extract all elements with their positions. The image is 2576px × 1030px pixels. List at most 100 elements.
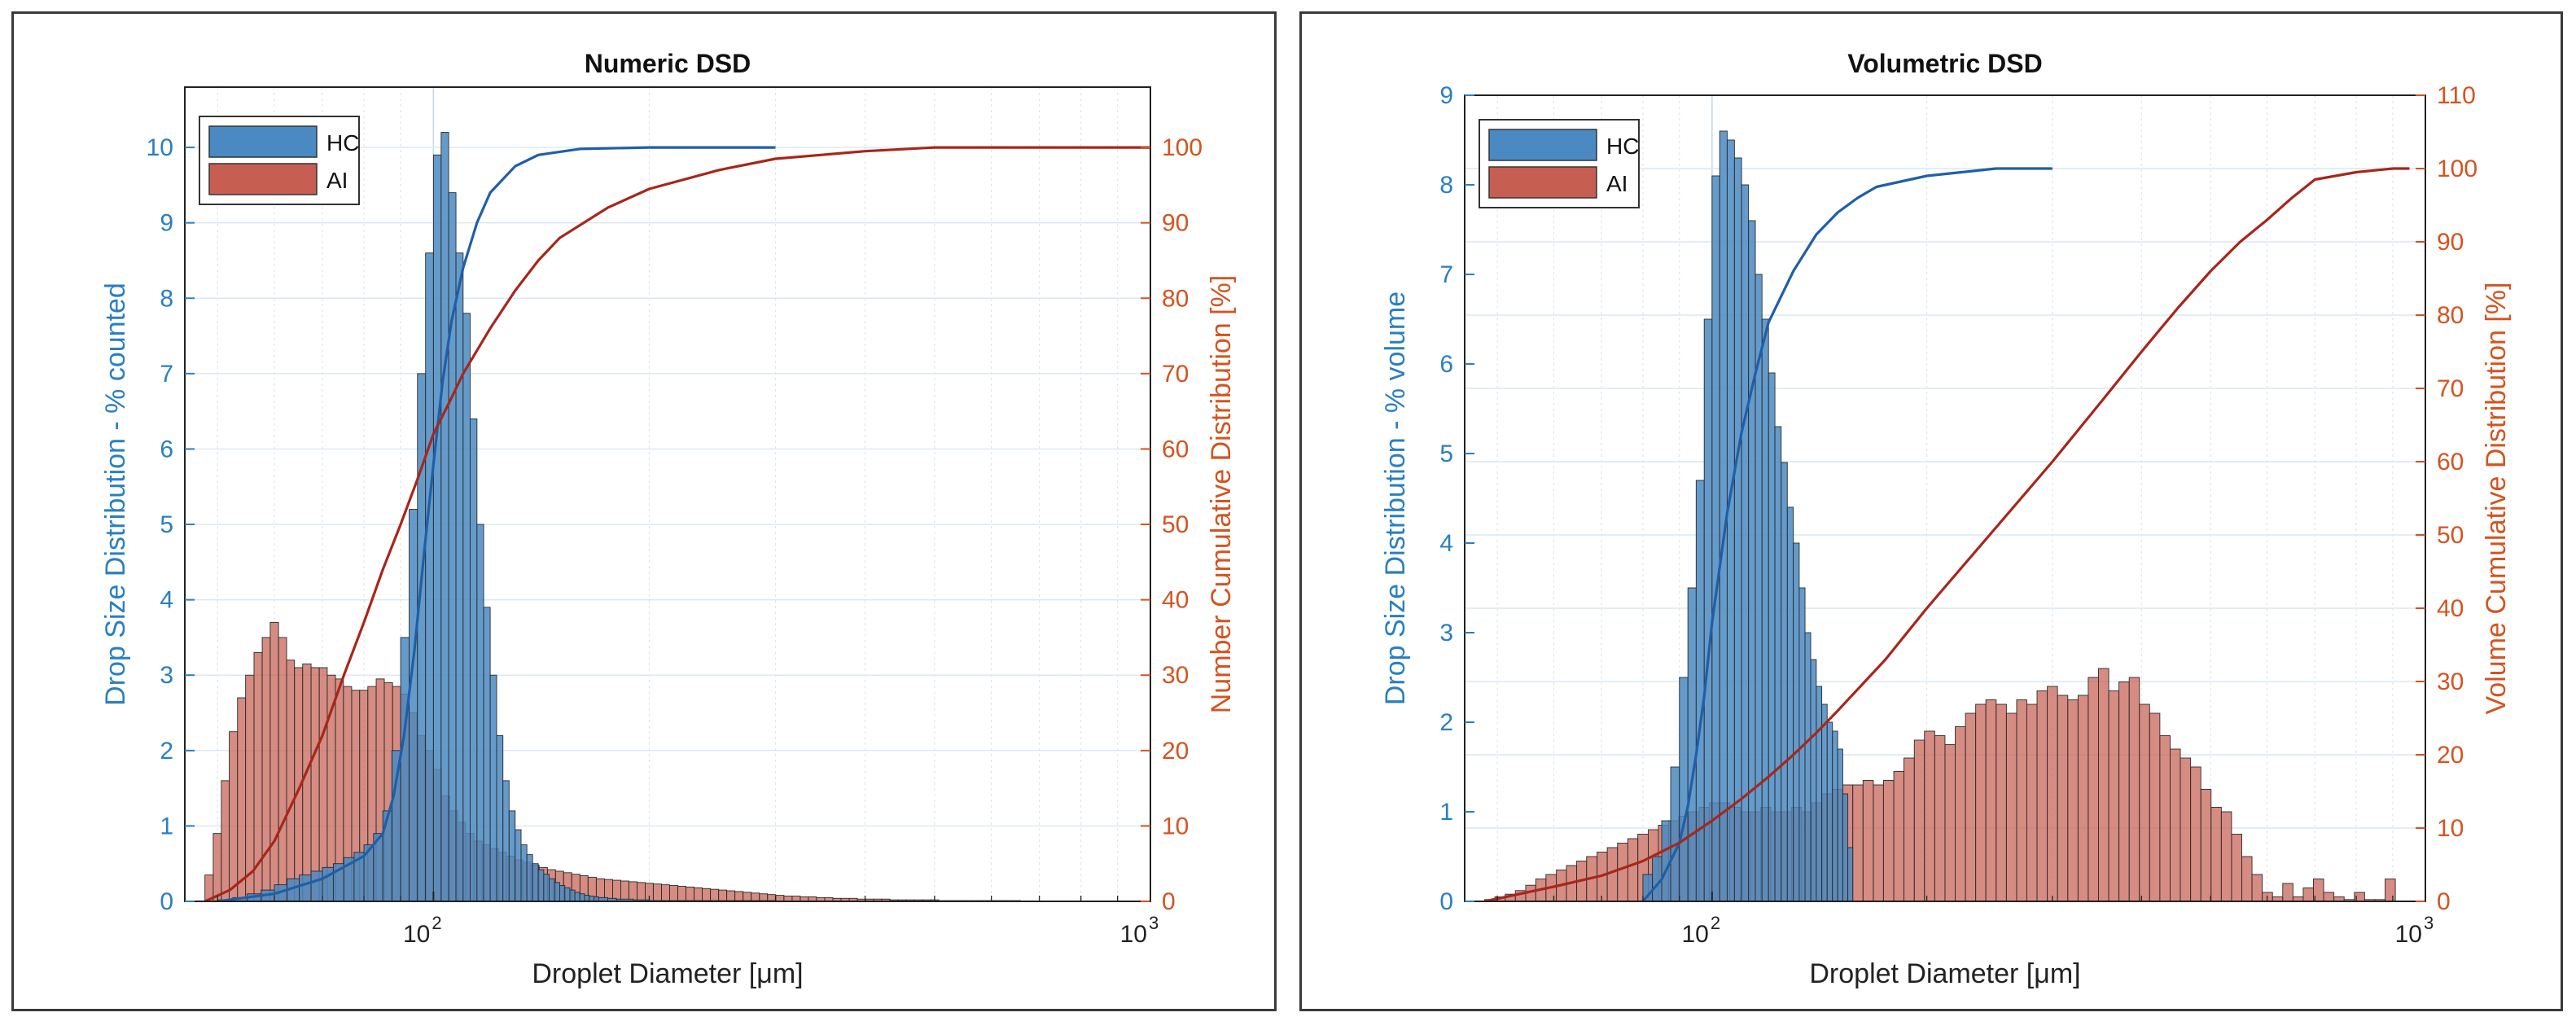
y-right-tick-label: 80 [2437, 302, 2464, 329]
bar-ai [2077, 695, 2089, 901]
bar-ai [2241, 856, 2253, 901]
bar-hc [1679, 677, 1689, 901]
bar-hc [455, 252, 464, 901]
bar-hc [1810, 659, 1817, 901]
bar-hc [515, 829, 522, 901]
bar-hc [502, 780, 510, 901]
bar-hc [1687, 587, 1697, 901]
bar-hc [1781, 462, 1788, 901]
bar-hc [1748, 220, 1756, 901]
bar-ai [237, 697, 247, 901]
y-axis-label-left: Drop Size Distribution - % volume [1380, 291, 1411, 705]
bar-ai [2385, 879, 2396, 901]
bar-ai [669, 885, 678, 901]
bar-hc [526, 854, 533, 901]
ai-cumulative-line [1484, 167, 2410, 901]
bar-ai [702, 888, 712, 901]
bar-hc [1774, 426, 1782, 901]
y-right-tick-label: 70 [2437, 375, 2464, 402]
bar-ai [1617, 843, 1628, 901]
bar-hc [1761, 318, 1769, 901]
y-tick-label: 5 [160, 511, 173, 538]
bar-ai [2088, 677, 2099, 901]
y-tick-label: 3 [160, 662, 173, 689]
y-right-tick-label: 60 [1162, 436, 1189, 462]
numeric-dsd-panel: 0 1 2 3 4 5 6 7 8 9 10 0 10 20 30 40 50 60 70 80 90 100 10 2 1… [11, 11, 1277, 1011]
y-tick-label: 6 [160, 436, 173, 462]
y-right-tick-label: 20 [2437, 742, 2464, 769]
bar-hc [440, 132, 449, 901]
y-tick-label: 4 [160, 587, 173, 614]
bar-hc [400, 637, 410, 901]
y-right-tick-label: 90 [2437, 229, 2464, 256]
bar-hc [1703, 318, 1713, 901]
x-tick-exponent: 3 [2424, 913, 2434, 933]
bar-hc [1804, 632, 1812, 901]
y-right-tick-label: 40 [2437, 595, 2464, 622]
y-tick-label: 8 [160, 285, 173, 312]
bar-ai [1996, 703, 2007, 901]
legend: HC AI [1479, 119, 1640, 208]
bar-ai [661, 884, 670, 901]
bar-ai [261, 637, 271, 901]
bar-ai [2139, 703, 2150, 901]
bar-ai [775, 895, 785, 901]
bar-hc [1832, 730, 1838, 901]
bar-hc [417, 373, 427, 901]
bar-ai [2026, 703, 2038, 901]
legend-label-hc: HC [326, 130, 359, 156]
bar-ai [677, 886, 686, 901]
x-tick-exponent: 2 [432, 913, 441, 933]
y-tick-label: 9 [1439, 82, 1453, 109]
bar-ai [2282, 883, 2293, 901]
y-tick-label: 0 [160, 888, 173, 915]
bar-ai [718, 889, 728, 901]
bar-ai [302, 663, 312, 901]
bar-hc [1786, 506, 1794, 901]
x-tick-label: 10 [1681, 921, 1708, 948]
bar-ai [229, 731, 239, 901]
y-tick-label: 5 [1439, 440, 1453, 467]
bar-ai [1955, 726, 1966, 901]
y-right-tick-label: 60 [2437, 449, 2464, 476]
y-tick-label: 1 [1439, 799, 1453, 826]
y-tick-label: 8 [1439, 172, 1453, 199]
bar-ai [2180, 757, 2192, 901]
bar-ai [637, 882, 646, 901]
x-tick-label: 10 [403, 921, 430, 948]
bar-ai [2200, 789, 2212, 901]
y-tick-label: 7 [160, 361, 173, 388]
y-axis-label-right: Number Cumulative Distribution [%] [1206, 275, 1237, 714]
y-right-tick-label: 110 [2437, 82, 2476, 109]
bar-hc [559, 885, 566, 901]
y-tick-label: 2 [1439, 709, 1453, 736]
legend-label-hc: HC [1606, 134, 1639, 159]
y-axis-label-right: Volume Cumulative Distribution [%] [2481, 282, 2512, 714]
x-axis-label: Droplet Diameter [μm] [532, 958, 803, 989]
y-right-tick-label: 90 [1162, 210, 1189, 237]
bar-hc [469, 418, 478, 901]
chart-title: Numeric DSD [585, 49, 751, 78]
x-tick-exponent: 2 [1711, 913, 1720, 933]
y-right-tick-label: 30 [1162, 662, 1189, 689]
y-right-tick-label: 40 [1162, 587, 1189, 614]
bar-ai [2067, 699, 2079, 901]
bar-hc [579, 893, 585, 901]
y-tick-label: 9 [160, 210, 173, 237]
bar-ai [245, 674, 255, 901]
y-tick-label: 4 [1439, 530, 1453, 557]
bar-hc [564, 887, 571, 901]
bar-ai [2323, 892, 2335, 901]
y-right-tick-label: 80 [1162, 285, 1189, 312]
bar-hc [1652, 856, 1663, 901]
y-right-tick-label: 20 [1162, 738, 1189, 765]
bar-hc [1816, 686, 1823, 901]
bar-hc [432, 154, 442, 901]
legend-swatch-ai [1488, 166, 1597, 199]
bar-hc [1733, 157, 1742, 901]
bar-ai [628, 881, 637, 901]
y-tick-label: 7 [1439, 261, 1453, 288]
y-right-tick-label: 70 [1162, 361, 1189, 388]
